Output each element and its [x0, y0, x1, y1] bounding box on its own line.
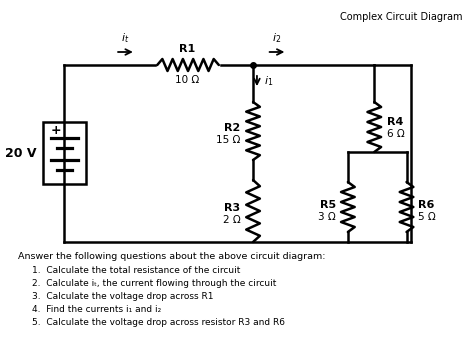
Text: 20 V: 20 V [6, 147, 37, 160]
Text: 3 Ω: 3 Ω [319, 212, 336, 222]
Text: R2: R2 [224, 123, 240, 133]
Text: +: + [50, 124, 61, 137]
Text: 6 Ω: 6 Ω [387, 129, 405, 139]
Text: R4: R4 [387, 117, 403, 127]
Text: Complex Circuit Diagram: Complex Circuit Diagram [340, 12, 462, 22]
Text: R1: R1 [180, 44, 196, 54]
Text: 10 Ω: 10 Ω [175, 75, 200, 85]
Text: 2 Ω: 2 Ω [223, 215, 240, 225]
Text: 15 Ω: 15 Ω [216, 135, 240, 145]
Text: R6: R6 [418, 200, 435, 210]
Text: $i_t$: $i_t$ [121, 31, 129, 45]
Text: R5: R5 [320, 200, 336, 210]
Text: $i_1$: $i_1$ [264, 74, 273, 88]
Text: 5 Ω: 5 Ω [418, 212, 436, 222]
Text: 3.  Calculate the voltage drop across R1: 3. Calculate the voltage drop across R1 [32, 292, 214, 301]
Text: $i_2$: $i_2$ [272, 31, 281, 45]
Text: Answer the following questions about the above circuit diagram:: Answer the following questions about the… [18, 252, 326, 261]
Text: R3: R3 [224, 203, 240, 213]
Text: 2.  Calculate iₜ, the current flowing through the circuit: 2. Calculate iₜ, the current flowing thr… [32, 279, 276, 288]
Text: 4.  Find the currents i₁ and i₂: 4. Find the currents i₁ and i₂ [32, 305, 161, 314]
Text: 1.  Calculate the total resistance of the circuit: 1. Calculate the total resistance of the… [32, 266, 240, 275]
Text: 5.  Calculate the voltage drop across resistor R3 and R6: 5. Calculate the voltage drop across res… [32, 318, 285, 327]
Bar [43, 122, 86, 184]
